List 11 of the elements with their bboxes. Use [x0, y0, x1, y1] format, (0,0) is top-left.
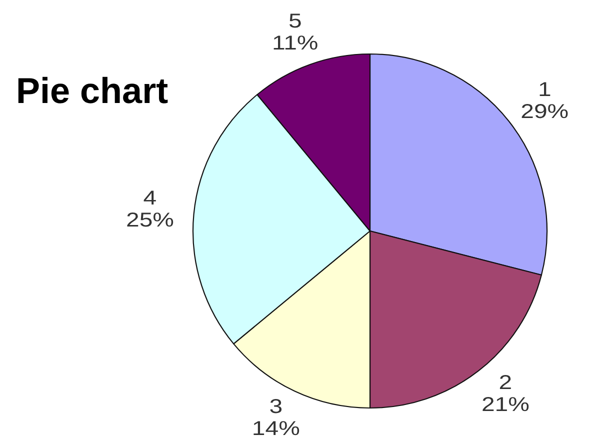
data-label: 11% [272, 31, 318, 54]
data-label: 29% [520, 100, 569, 122]
data-label: 21% [481, 393, 530, 416]
slice-label: 1 [538, 78, 552, 100]
slice-label: 3 [269, 395, 283, 418]
slice-label: 4 [143, 186, 157, 209]
text: Pie chart [16, 70, 168, 111]
slice-label: 5 [288, 9, 302, 32]
slice-label: 2 [498, 371, 512, 394]
data-label: 14% [252, 417, 300, 440]
data-label: 25% [126, 208, 174, 231]
